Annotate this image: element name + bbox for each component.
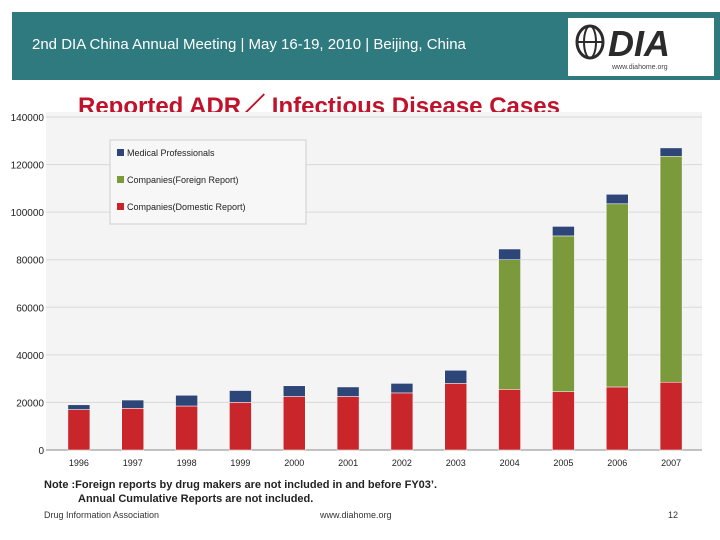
footer-organization: Drug Information Association: [44, 510, 160, 520]
y-tick-label: 120000: [11, 161, 45, 172]
bar-segment-2006: [606, 203, 629, 388]
footer-url: www.diahome.org: [320, 510, 392, 520]
bar-segment-1999: [229, 402, 252, 451]
bar-segment-2007: [659, 147, 683, 157]
bar-segment-1997: [121, 399, 144, 409]
legend-swatch: [117, 203, 124, 210]
bar-segment-2005: [552, 235, 575, 392]
bar-segment-2003: [444, 370, 467, 384]
x-tick-label: 2003: [446, 458, 466, 468]
bar-segment-2006: [606, 194, 629, 205]
stacked-bar-chart: 020000400006000080000100000120000140000 …: [11, 112, 702, 468]
page-number: 12: [668, 510, 679, 520]
bar-segment-2000: [283, 385, 306, 397]
y-tick-label: 100000: [11, 208, 45, 219]
legend-label: Companies(Domestic Report): [127, 202, 246, 212]
dia-logo-mark: DIA: [575, 23, 670, 62]
bar-segment-2001: [336, 396, 360, 451]
legend-swatch: [117, 149, 124, 156]
x-tick-label: 2002: [392, 458, 412, 468]
x-tick-label: 2004: [500, 458, 520, 468]
x-tick-label: 2000: [284, 458, 304, 468]
bar-segment-2000: [283, 396, 306, 451]
bar-segment-2005: [552, 391, 575, 451]
bar-segment-2007: [659, 155, 683, 383]
bar-segment-1999: [229, 390, 252, 403]
bar-segment-2004: [498, 248, 521, 260]
dia-logo-text: DIA: [608, 23, 670, 62]
x-tick-label: 2005: [553, 458, 573, 468]
legend-label: Medical Professionals: [127, 148, 215, 158]
bar-segment-2003: [444, 383, 467, 451]
chart-note: Note :Foreign reports by drug makers are…: [44, 478, 437, 506]
header-banner: 2nd DIA China Annual Meeting | May 16-19…: [12, 12, 720, 80]
bar-segment-2001: [336, 386, 360, 397]
meeting-title: 2nd DIA China Annual Meeting | May 16-19…: [32, 36, 466, 53]
bar-segment-2005: [552, 226, 575, 237]
chart-legend: Medical Professionals Companies(Foreign R…: [109, 139, 307, 225]
bar-segment-1996: [67, 409, 91, 451]
bar-segment-1997: [121, 408, 144, 451]
bar-segment-2002: [390, 383, 414, 394]
y-tick-label: 0: [38, 446, 44, 457]
x-tick-label: 1998: [177, 458, 197, 468]
bar-segment-2002: [390, 392, 414, 451]
bar-segment-2004: [498, 259, 521, 390]
logo-url: www.diahome.org: [612, 64, 668, 71]
x-tick-label: 1996: [69, 458, 89, 468]
x-tick-label: 2006: [607, 458, 627, 468]
y-tick-label: 60000: [16, 303, 44, 314]
bar-segment-2007: [659, 381, 683, 451]
note-line-1: Note :Foreign reports by drug makers are…: [44, 479, 438, 491]
y-tick-label: 40000: [16, 351, 44, 362]
x-tick-label: 1997: [123, 458, 143, 468]
legend-box: [109, 139, 307, 225]
x-tick-label: 2007: [661, 458, 681, 468]
bar-segment-2004: [498, 389, 521, 451]
bar-segment-2006: [606, 386, 629, 451]
y-tick-label: 140000: [11, 113, 45, 124]
x-tick-label: 2001: [338, 458, 358, 468]
y-tick-label: 80000: [16, 256, 44, 267]
legend-label: Companies(Foreign Report): [127, 175, 239, 185]
note-line-2: Annual Cumulative Reports are not includ…: [78, 493, 314, 505]
x-tick-label: 1999: [230, 458, 250, 468]
legend-swatch: [117, 176, 124, 183]
bar-segment-1998: [175, 395, 198, 407]
dia-logo: DIA www.diahome.org: [568, 18, 714, 76]
bar-segment-1998: [175, 405, 198, 451]
bar-segment-1996: [67, 404, 91, 410]
y-tick-label: 20000: [16, 398, 44, 409]
